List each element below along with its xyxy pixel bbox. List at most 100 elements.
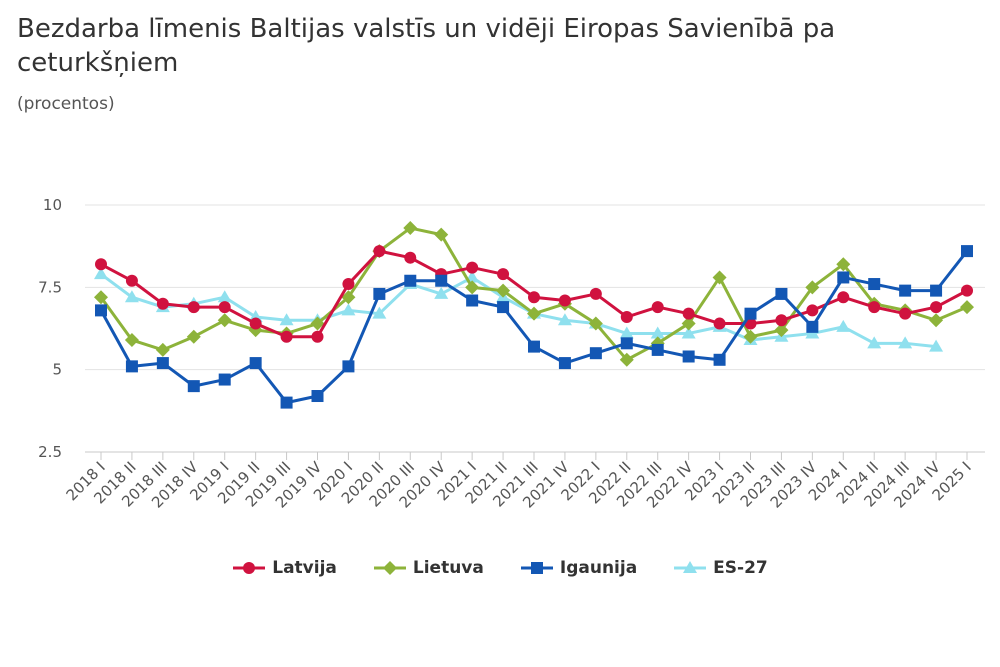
data-point[interactable] [280,330,293,343]
data-point[interactable] [373,245,386,258]
data-point[interactable] [682,350,695,363]
data-point[interactable] [620,337,633,350]
data-point[interactable] [125,360,138,373]
data-point[interactable] [619,326,634,339]
data-point[interactable] [156,297,169,310]
data-point[interactable] [681,326,696,339]
data-point[interactable] [651,343,664,356]
data-point[interactable] [466,294,479,307]
data-point[interactable] [836,319,851,332]
data-point[interactable] [558,294,571,307]
data-point[interactable] [806,304,819,317]
data-point[interactable] [806,320,819,333]
data-point[interactable] [434,286,449,299]
data-point[interactable] [868,301,881,314]
data-point[interactable] [558,357,571,370]
legend-symbol [233,562,266,574]
data-point[interactable] [775,287,788,300]
data-point[interactable] [341,290,356,305]
data-point[interactable] [94,290,108,305]
data-point[interactable] [528,291,540,304]
data-point[interactable] [589,287,602,300]
data-point[interactable] [743,329,758,344]
data-point[interactable] [125,274,138,287]
data-point[interactable] [404,274,417,287]
data-point[interactable] [94,267,108,280]
data-point[interactable] [155,342,170,357]
data-point[interactable] [311,390,324,403]
data-point[interactable] [899,284,912,297]
data-point[interactable] [682,307,695,320]
data-point[interactable] [465,280,480,295]
data-point[interactable] [775,314,788,327]
data-point[interactable] [342,360,355,373]
data-point[interactable] [372,306,387,319]
data-point[interactable] [497,301,510,314]
data-point[interactable] [588,316,603,331]
grid [85,204,985,453]
data-point[interactable] [310,316,325,331]
legend-item[interactable]: Lietuva [373,558,484,578]
data-point[interactable] [435,274,448,287]
data-point[interactable] [249,357,262,370]
data-point[interactable] [650,326,665,339]
data-point[interactable] [342,278,355,291]
data-point[interactable] [681,316,696,331]
data-point[interactable] [961,245,973,258]
data-point[interactable] [868,278,881,291]
data-point[interactable] [373,287,386,300]
data-point[interactable] [713,353,726,366]
data-point[interactable] [186,329,201,344]
data-point[interactable] [403,221,418,236]
data-point[interactable] [527,306,541,321]
data-point[interactable] [124,333,139,348]
data-point[interactable] [713,317,726,330]
data-point[interactable] [898,336,913,349]
legend-item[interactable]: Igaunija [520,558,637,578]
data-point[interactable] [217,290,232,303]
data-point[interactable] [279,313,294,326]
y-tick-label: 2.5 [38,443,62,461]
data-point[interactable] [744,307,757,320]
data-point[interactable] [497,268,510,281]
data-point[interactable] [867,336,882,349]
data-point[interactable] [95,304,107,317]
data-point[interactable] [466,261,479,274]
legend-item[interactable]: ES-27 [673,558,768,578]
data-point[interactable] [805,280,820,295]
data-point[interactable] [156,357,169,370]
data-point[interactable] [589,347,602,360]
data-point[interactable] [651,301,664,314]
data-point[interactable] [960,300,974,315]
data-point[interactable] [712,270,727,285]
data-point[interactable] [311,330,324,343]
data-point[interactable] [619,352,634,367]
data-point[interactable] [528,340,540,353]
data-point[interactable] [557,313,572,326]
data-point[interactable] [280,396,293,409]
data-point[interactable] [496,283,511,298]
data-point[interactable] [929,313,944,328]
data-point[interactable] [95,258,107,271]
data-point[interactable] [836,257,851,272]
data-point[interactable] [930,301,943,314]
data-point[interactable] [218,373,231,386]
data-point[interactable] [217,313,232,328]
data-point[interactable] [837,271,850,284]
data-point[interactable] [899,307,912,320]
data-point[interactable] [341,303,356,316]
data-point[interactable] [187,380,200,393]
data-point[interactable] [249,317,262,330]
data-point[interactable] [124,290,139,303]
data-point[interactable] [774,323,789,338]
data-point[interactable] [434,227,449,242]
data-point[interactable] [404,251,417,264]
data-point[interactable] [961,284,973,297]
data-point[interactable] [620,310,633,323]
data-point[interactable] [218,301,231,314]
data-point[interactable] [187,301,200,314]
data-point[interactable] [929,339,944,352]
data-point[interactable] [837,291,850,304]
data-point[interactable] [930,284,943,297]
legend-item[interactable]: Latvija [232,558,337,578]
